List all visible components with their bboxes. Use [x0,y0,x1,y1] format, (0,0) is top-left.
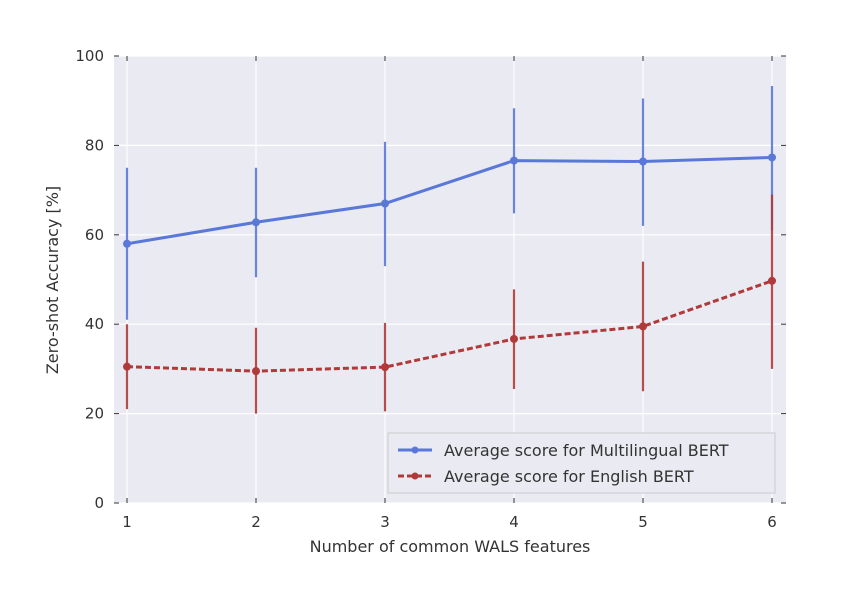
plot-background [114,56,786,503]
data-point [123,239,131,248]
series-line [126,279,773,373]
x-axis-label: Number of common WALS features [310,537,591,556]
y-tick-label: 40 [85,315,104,333]
data-point [123,362,131,371]
data-point [252,218,260,227]
series-line [126,155,773,246]
legend-marker-english [411,472,419,480]
data-point [381,363,389,372]
y-axis-label: Zero-shot Accuracy [%] [43,186,62,374]
legend-marker-multilingual [411,446,419,454]
series-multilingual-bert [123,85,776,320]
x-tick-label: 1 [122,513,132,531]
legend-box [387,432,776,494]
series-english-bert [123,194,776,414]
x-tick-label: 4 [509,513,519,531]
data-point [639,322,647,331]
y-tick-label: 60 [85,226,104,244]
data-point [768,276,776,285]
x-tick-label: 5 [638,513,648,531]
data-point [252,367,260,376]
series-layer [123,85,776,414]
y-tick-label: 20 [85,405,104,423]
data-point [639,157,647,166]
data-point [510,156,518,165]
x-tick-label: 3 [380,513,390,531]
x-tick-label: 2 [251,513,261,531]
legend-label-multilingual: Average score for Multilingual BERT [444,441,729,460]
legend: Average score for Multilingual BERT Aver… [387,432,776,494]
y-tick-label: 80 [85,136,104,154]
x-tick-label: 6 [767,513,777,531]
data-point [510,334,518,343]
y-tick-label: 100 [75,47,104,65]
axis-ticks [114,55,786,504]
grid-lines [114,55,786,504]
data-point [381,199,389,208]
legend-label-english: Average score for English BERT [444,467,694,486]
y-tick-label: 0 [94,494,104,512]
data-point [768,153,776,162]
